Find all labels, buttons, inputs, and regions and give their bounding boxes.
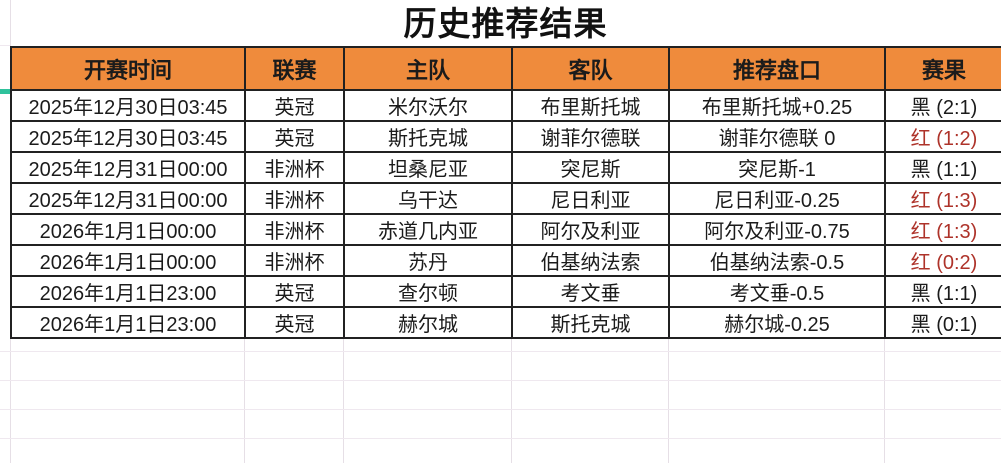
cell-away[interactable]: 考文垂: [511, 275, 670, 308]
cell-time[interactable]: 2026年1月1日00:00: [10, 213, 246, 246]
cell-time[interactable]: 2025年12月31日00:00: [10, 182, 246, 215]
cell-handicap[interactable]: 伯基纳法索-0.5: [668, 244, 886, 277]
cell-home[interactable]: 米尔沃尔: [343, 89, 513, 122]
cell-handicap[interactable]: 谢菲尔德联 0: [668, 120, 886, 153]
cell-handicap[interactable]: 布里斯托城+0.25: [668, 89, 886, 122]
cell-home[interactable]: 查尔顿: [343, 275, 513, 308]
cell-result[interactable]: 黑 (0:1): [884, 306, 1001, 339]
cell-league[interactable]: 英冠: [244, 306, 345, 339]
cell-away[interactable]: 伯基纳法索: [511, 244, 670, 277]
cell-handicap[interactable]: 阿尔及利亚-0.75: [668, 213, 886, 246]
cell-league[interactable]: 非洲杯: [244, 151, 345, 184]
table-row: 2026年1月1日23:00 英冠 赫尔城 斯托克城 赫尔城-0.25 黑 (0…: [10, 306, 1001, 339]
cell-result[interactable]: 黑 (2:1): [884, 89, 1001, 122]
table-row: 2026年1月1日23:00 英冠 查尔顿 考文垂 考文垂-0.5 黑 (1:1…: [10, 275, 1001, 308]
grid-hline: [0, 380, 1001, 381]
cell-league[interactable]: 英冠: [244, 275, 345, 308]
cell-league[interactable]: 非洲杯: [244, 182, 345, 215]
table-row: 2025年12月31日00:00 非洲杯 乌干达 尼日利亚 尼日利亚-0.25 …: [10, 182, 1001, 215]
cell-home[interactable]: 坦桑尼亚: [343, 151, 513, 184]
header-cell-home[interactable]: 主队: [343, 46, 513, 91]
cell-handicap[interactable]: 赫尔城-0.25: [668, 306, 886, 339]
cell-home[interactable]: 乌干达: [343, 182, 513, 215]
cell-result[interactable]: 黑 (1:1): [884, 275, 1001, 308]
header-cell-time[interactable]: 开赛时间: [10, 46, 246, 91]
cell-result[interactable]: 红 (1:2): [884, 120, 1001, 153]
grid-hline: [0, 45, 10, 46]
grid-hline: [0, 351, 1001, 352]
table-row: 2026年1月1日00:00 非洲杯 苏丹 伯基纳法索 伯基纳法索-0.5 红 …: [10, 244, 1001, 277]
cell-result[interactable]: 红 (1:3): [884, 182, 1001, 215]
table-body: 2025年12月30日03:45 英冠 米尔沃尔 布里斯托城 布里斯托城+0.2…: [10, 89, 1001, 339]
table-row: 2025年12月30日03:45 英冠 斯托克城 谢菲尔德联 谢菲尔德联 0 红…: [10, 120, 1001, 153]
cell-away[interactable]: 尼日利亚: [511, 182, 670, 215]
cell-handicap[interactable]: 考文垂-0.5: [668, 275, 886, 308]
cell-time[interactable]: 2026年1月1日23:00: [10, 306, 246, 339]
cell-league[interactable]: 英冠: [244, 89, 345, 122]
cell-away[interactable]: 阿尔及利亚: [511, 213, 670, 246]
cell-away[interactable]: 谢菲尔德联: [511, 120, 670, 153]
header-cell-league[interactable]: 联赛: [244, 46, 345, 91]
cell-result[interactable]: 黑 (1:1): [884, 151, 1001, 184]
header-cell-result[interactable]: 赛果: [884, 46, 1001, 91]
accent-marker: [0, 89, 10, 94]
cell-result[interactable]: 红 (0:2): [884, 244, 1001, 277]
grid-hline: [0, 438, 1001, 439]
cell-handicap[interactable]: 突尼斯-1: [668, 151, 886, 184]
table-row: 2026年1月1日00:00 非洲杯 赤道几内亚 阿尔及利亚 阿尔及利亚-0.7…: [10, 213, 1001, 246]
cell-league[interactable]: 非洲杯: [244, 244, 345, 277]
cell-time[interactable]: 2026年1月1日23:00: [10, 275, 246, 308]
cell-home[interactable]: 斯托克城: [343, 120, 513, 153]
cell-league[interactable]: 非洲杯: [244, 213, 345, 246]
cell-home[interactable]: 赤道几内亚: [343, 213, 513, 246]
page-title: 历史推荐结果: [403, 5, 608, 42]
cell-home[interactable]: 赫尔城: [343, 306, 513, 339]
cell-away[interactable]: 突尼斯: [511, 151, 670, 184]
table-row: 2025年12月31日00:00 非洲杯 坦桑尼亚 突尼斯 突尼斯-1 黑 (1…: [10, 151, 1001, 184]
grid-vline: [244, 322, 245, 463]
recommendations-table: 开赛时间 联赛 主队 客队 推荐盘口 赛果 2025年12月30日03:45 英…: [10, 46, 1001, 339]
cell-time[interactable]: 2026年1月1日00:00: [10, 244, 246, 277]
header-cell-handicap[interactable]: 推荐盘口: [668, 46, 886, 91]
grid-vline: [343, 322, 344, 463]
grid-hline: [0, 409, 1001, 410]
header-cell-away[interactable]: 客队: [511, 46, 670, 91]
cell-handicap[interactable]: 尼日利亚-0.25: [668, 182, 886, 215]
cell-home[interactable]: 苏丹: [343, 244, 513, 277]
header-row: 开赛时间 联赛 主队 客队 推荐盘口 赛果: [10, 46, 1001, 91]
cell-time[interactable]: 2025年12月31日00:00: [10, 151, 246, 184]
cell-away[interactable]: 布里斯托城: [511, 89, 670, 122]
cell-league[interactable]: 英冠: [244, 120, 345, 153]
grid-vline: [884, 322, 885, 463]
grid-vline: [511, 322, 512, 463]
cell-result[interactable]: 红 (1:3): [884, 213, 1001, 246]
grid-vline: [668, 322, 669, 463]
cell-time[interactable]: 2025年12月30日03:45: [10, 89, 246, 122]
table-row: 2025年12月30日03:45 英冠 米尔沃尔 布里斯托城 布里斯托城+0.2…: [10, 89, 1001, 122]
cell-time[interactable]: 2025年12月30日03:45: [10, 120, 246, 153]
cell-away[interactable]: 斯托克城: [511, 306, 670, 339]
